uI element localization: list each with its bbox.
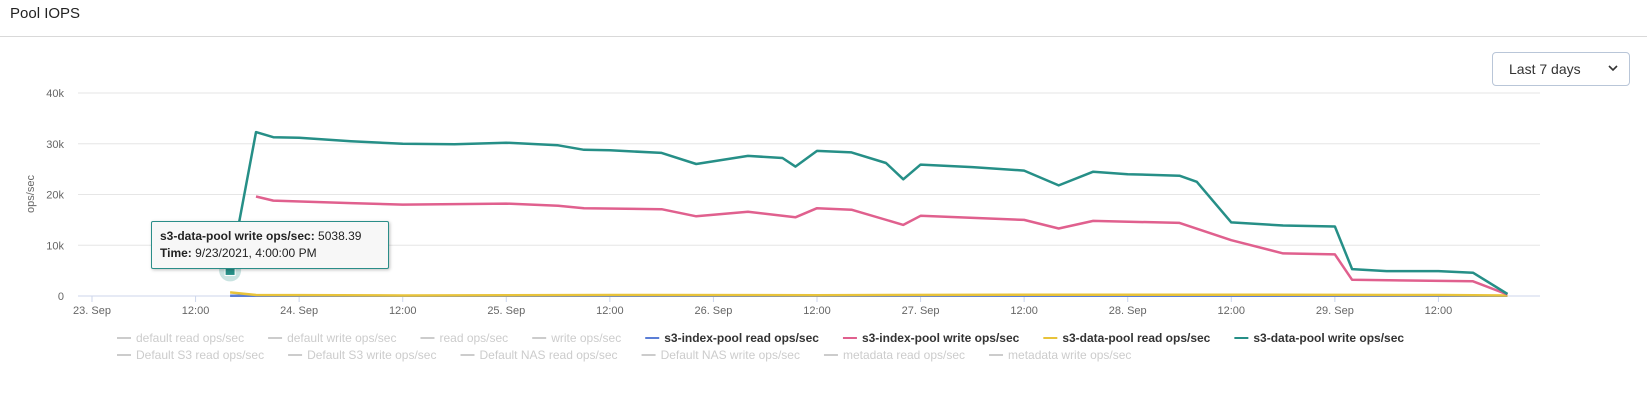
legend-item[interactable]: metadata write ops/sec — [989, 348, 1131, 362]
legend-item[interactable]: default write ops/sec — [268, 331, 396, 345]
tooltip-series-label: s3-data-pool write ops/sec: — [160, 229, 315, 243]
tooltip-time-value: 9/23/2021, 4:00:00 PM — [195, 246, 316, 260]
y-axis-label: ops/sec — [25, 175, 37, 213]
legend-label: s3-data-pool write ops/sec — [1253, 331, 1404, 345]
legend-label: default read ops/sec — [136, 331, 244, 345]
legend-label: read ops/sec — [439, 331, 508, 345]
legend-item[interactable]: s3-data-pool read ops/sec — [1043, 331, 1210, 345]
x-tick-label: 29. Sep — [1316, 305, 1354, 317]
x-tick-label: 12:00 — [596, 305, 624, 317]
x-tick-label: 26. Sep — [694, 305, 732, 317]
legend-label: Default NAS read ops/sec — [479, 348, 617, 362]
legend-label: metadata write ops/sec — [1008, 348, 1131, 362]
legend-label: default write ops/sec — [287, 331, 396, 345]
x-tick-label: 25. Sep — [487, 305, 525, 317]
x-tick-label: 27. Sep — [902, 305, 940, 317]
y-tick-label: 40k — [46, 88, 64, 100]
legend-item[interactable]: Default S3 write ops/sec — [288, 348, 436, 362]
legend-item[interactable]: write ops/sec — [532, 331, 621, 345]
y-tick-label: 20k — [46, 190, 64, 202]
legend-item[interactable]: s3-index-pool write ops/sec — [843, 331, 1020, 345]
legend-label: s3-data-pool read ops/sec — [1062, 331, 1210, 345]
legend-label: Default S3 write ops/sec — [307, 348, 436, 362]
x-tick-label: 12:00 — [1218, 305, 1246, 317]
legend-item[interactable]: metadata read ops/sec — [824, 348, 965, 362]
legend-item[interactable]: Default NAS read ops/sec — [460, 348, 617, 362]
legend-item[interactable]: read ops/sec — [420, 331, 508, 345]
x-tick-label: 12:00 — [182, 305, 210, 317]
y-tick-label: 0 — [58, 291, 64, 303]
chart-tooltip: s3-data-pool write ops/sec: 5038.39 Time… — [151, 221, 389, 269]
series-line-s3-data-pool-read-ops-sec — [230, 292, 1507, 295]
x-tick-label: 28. Sep — [1109, 305, 1147, 317]
y-tick-label: 10k — [46, 240, 64, 252]
x-tick-label: 12:00 — [803, 305, 831, 317]
tooltip-series-value: 5038.39 — [318, 229, 361, 243]
legend-item[interactable]: s3-index-pool read ops/sec — [645, 331, 819, 345]
legend-label: s3-index-pool read ops/sec — [664, 331, 819, 345]
legend-label: Default NAS write ops/sec — [661, 348, 800, 362]
x-tick-label: 12:00 — [1010, 305, 1038, 317]
x-tick-label: 12:00 — [389, 305, 417, 317]
x-tick-label: 12:00 — [1425, 305, 1453, 317]
tooltip-time-label: Time: — [160, 246, 192, 260]
legend-item[interactable]: default read ops/sec — [117, 331, 244, 345]
legend-label: write ops/sec — [550, 331, 621, 345]
legend-label: s3-index-pool write ops/sec — [862, 331, 1020, 345]
series-line-s3-data-pool-write-ops-sec — [230, 132, 1507, 294]
x-tick-label: 23. Sep — [73, 305, 111, 317]
legend-item[interactable]: Default S3 read ops/sec — [117, 348, 264, 362]
legend-item[interactable]: s3-data-pool write ops/sec — [1234, 331, 1404, 345]
legend-label: metadata read ops/sec — [843, 348, 965, 362]
legend-label: Default S3 read ops/sec — [136, 348, 264, 362]
x-tick-label: 24. Sep — [280, 305, 318, 317]
legend-item[interactable]: Default NAS write ops/sec — [642, 348, 800, 362]
y-tick-label: 30k — [46, 139, 64, 151]
